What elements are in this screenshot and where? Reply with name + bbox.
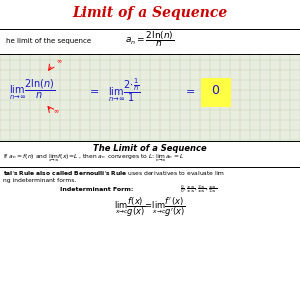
Text: Limit of a Sequence: Limit of a Sequence: [72, 7, 228, 20]
Bar: [201, 78, 231, 106]
Bar: [0, 141, 300, 300]
Text: $=$: $=$: [183, 85, 195, 95]
Text: $\lim_{x\to c}\dfrac{f(x)}{g(x)}=\lim_{x\to c}\dfrac{f'(x)}{g'(x)}$: $\lim_{x\to c}\dfrac{f(x)}{g(x)}=\lim_{x…: [114, 195, 186, 219]
Text: The Limit of a Sequence: The Limit of a Sequence: [93, 144, 207, 153]
Text: $a_n = \dfrac{2\ln(n)}{n}$: $a_n = \dfrac{2\ln(n)}{n}$: [125, 29, 175, 49]
Text: If $a_n=f(n)$ and $\lim_{x\to\infty}f(x)=L$ , then $a_n$ converges to $L$: $\lim: If $a_n=f(n)$ and $\lim_{x\to\infty}f(x)…: [3, 152, 185, 164]
Text: ng indeterminant forms.: ng indeterminant forms.: [3, 178, 76, 183]
Text: $\infty$: $\infty$: [53, 109, 60, 115]
Text: $\lim_{n \to \infty} \dfrac{2 \cdot \frac{1}{n}}{1}$: $\lim_{n \to \infty} \dfrac{2 \cdot \fra…: [108, 76, 141, 104]
Text: $\frac{0}{0},\frac{\pm\infty}{\pm\infty},\frac{\mp\infty}{\pm\infty},\frac{\pm\i: $\frac{0}{0},\frac{\pm\infty}{\pm\infty}…: [180, 183, 217, 195]
Text: $=$: $=$: [87, 85, 99, 95]
Text: Indeterminant Form:: Indeterminant Form:: [60, 187, 134, 192]
Text: $0$: $0$: [212, 83, 220, 97]
Text: $\mathbf{tal's\ Rule\ also\ called\ Bernoulli's\ Rule}$ uses derivatives to eval: $\mathbf{tal's\ Rule\ also\ called\ Bern…: [3, 170, 225, 178]
Bar: [0, 0, 300, 54]
Text: $\infty$: $\infty$: [56, 58, 62, 64]
Text: $\lim_{n \to \infty} \dfrac{2\ln(n)}{n}$: $\lim_{n \to \infty} \dfrac{2\ln(n)}{n}$: [9, 78, 56, 102]
Text: he limit of the sequence: he limit of the sequence: [6, 38, 91, 44]
